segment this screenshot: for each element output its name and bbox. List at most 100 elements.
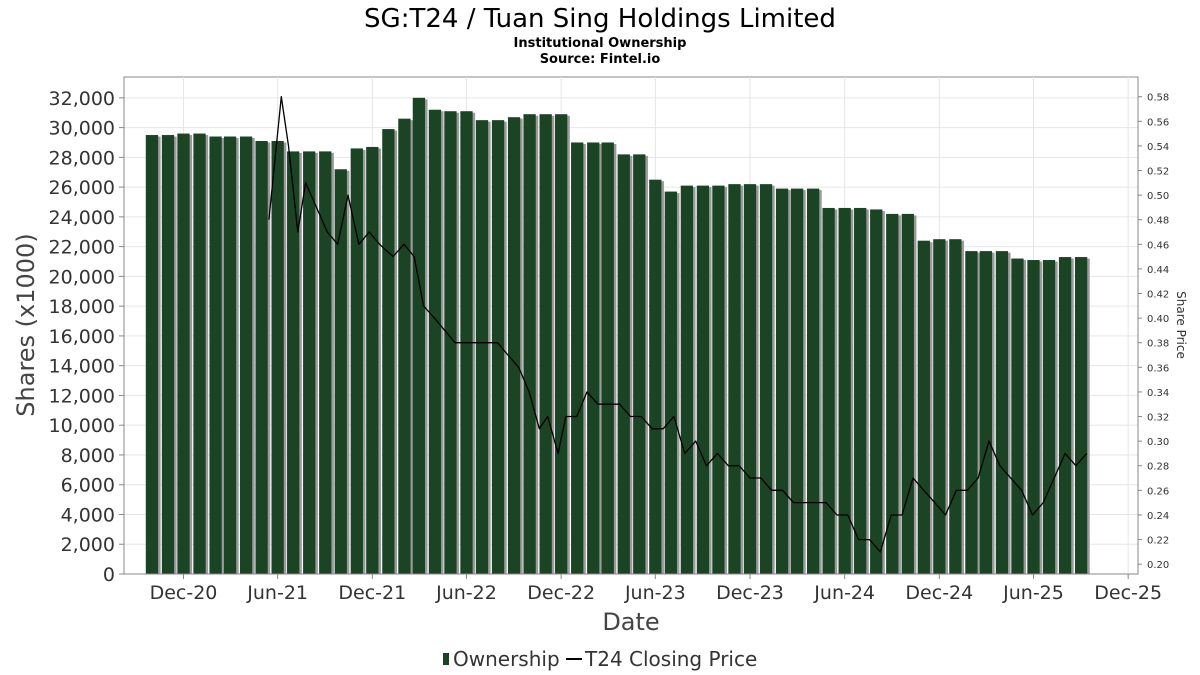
left-axis-ticks: 0 2,000 4,000 6,000 8,000 10,000 12,000 14,000 1… [49,88,124,586]
ownership-bar [366,146,379,574]
y2-tick-label: 0.42 [1147,290,1169,301]
ownership-bar [1011,258,1024,574]
y-tick-label: 30,000 [49,118,115,140]
price-line [268,96,1088,553]
ownership-bar [901,213,914,575]
ownership-bar [523,114,536,575]
ownership-bar [239,136,253,574]
ownership-bar [1074,257,1088,574]
y-tick-label: 4,000 [61,504,115,526]
ownership-bar [995,251,1009,574]
y2-tick-label: 0.20 [1147,560,1169,571]
ownership-bar [712,185,725,575]
ownership-bar [555,114,568,575]
legend: Ownership T24 Closing Price [443,647,757,671]
price-line-group [268,96,1088,553]
ownership-bar [571,142,584,574]
ownership-bar [870,209,883,574]
ownership-bar [1058,257,1072,574]
x-tick-label: Dec-21 [338,582,406,604]
ownership-bar [917,240,930,575]
ownership-bar [319,151,332,575]
y2-tick-label: 0.28 [1147,462,1169,473]
ownership-bar [271,140,284,574]
ownership-bar [398,118,411,574]
ownership-bar [223,136,237,574]
ownership-bar [979,251,993,574]
x-tick-label: Jun-25 [1002,582,1064,604]
ownership-bar [412,97,426,574]
ownership-bar [822,207,835,574]
x-axis-label: Date [602,608,659,636]
x-axis-ticks: Dec-20 Jun-21 Dec-21 Jun-22 Dec-22 Jun-23 Dec-… [150,574,1162,604]
ownership-bar [145,135,159,574]
ownership-bar [965,251,978,574]
ownership-bar [475,120,489,574]
ownership-bar [161,135,175,574]
y2-tick-label: 0.36 [1147,363,1169,374]
y2-tick-label: 0.24 [1147,511,1169,522]
ownership-bar [382,129,395,574]
ownership-bar [633,154,646,574]
ownership-bar [728,184,741,574]
ownership-bar [587,142,600,574]
y-tick-label: 2,000 [61,534,115,556]
y2-tick-label: 0.48 [1147,216,1169,227]
y2-tick-label: 0.58 [1147,93,1169,104]
y-tick-label: 26,000 [49,177,115,199]
ownership-bar [177,133,190,574]
ownership-bar [775,188,789,574]
y2-tick-label: 0.46 [1147,240,1169,251]
y2-tick-label: 0.26 [1147,486,1169,497]
x-tick-label: Dec-25 [1094,582,1162,604]
ownership-bar [790,188,804,574]
y-axis-label: Shares (x1000) [12,233,40,416]
y-tick-label: 14,000 [49,356,115,378]
y-tick-label: 0 [103,564,115,586]
ownership-bar [303,151,316,575]
x-tick-label: Jun-23 [624,582,686,604]
x-tick-label: Dec-23 [716,582,784,604]
ownership-bar [664,191,677,574]
y-tick-label: 32,000 [49,88,115,110]
x-tick-label: Jun-21 [246,582,308,604]
ownership-bar [806,188,820,574]
legend-ownership-swatch [443,653,449,665]
x-tick-label: Dec-24 [905,582,973,604]
ownership-bar [1027,260,1040,574]
ownership-bar [949,239,962,574]
legend-price-label: T24 Closing Price [584,647,757,671]
y2-tick-label: 0.44 [1147,265,1169,276]
y2-tick-label: 0.22 [1147,536,1169,547]
y2-tick-label: 0.38 [1147,339,1169,350]
y2-axis-label: Share Price [1174,291,1188,359]
y2-tick-label: 0.52 [1147,166,1169,177]
y2-tick-label: 0.56 [1147,117,1169,128]
ownership-bar [350,148,363,574]
y2-tick-label: 0.54 [1147,142,1169,153]
y2-tick-label: 0.50 [1147,191,1169,202]
y-tick-label: 16,000 [49,326,115,348]
right-axis-ticks: 0.20 0.22 0.24 0.26 0.28 0.30 0.32 0.34 0.36 0.38… [1138,93,1169,571]
y-tick-label: 18,000 [49,296,115,318]
y-tick-label: 28,000 [49,147,115,169]
y-tick-label: 8,000 [61,445,115,467]
x-tick-label: Jun-24 [813,582,875,604]
ownership-bar [854,207,867,574]
ownership-bar [209,136,222,574]
ownership-bar [1042,260,1056,574]
ownership-bar [759,184,773,574]
y-tick-label: 24,000 [49,207,115,229]
legend-ownership-label: Ownership [453,647,560,671]
ownership-bar [334,169,347,574]
ownership-bar [539,114,552,575]
ownership-bar [696,185,710,575]
ownership-bar [255,140,268,574]
chart-title: SG:T24 / Tuan Sing Holdings Limited [364,4,836,34]
ownership-bar [838,207,851,574]
x-tick-label: Jun-22 [435,582,497,604]
y2-tick-label: 0.40 [1147,314,1169,325]
ownership-bar [428,109,442,575]
x-tick-label: Dec-20 [150,582,218,604]
